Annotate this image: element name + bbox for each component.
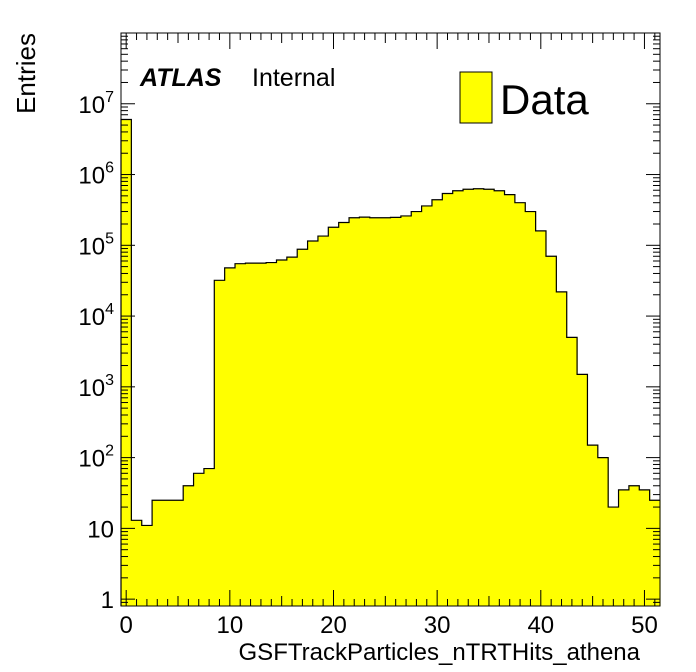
x-axis-ticks: 0 10 20 30 40 50	[120, 33, 658, 639]
histogram-bar	[214, 280, 226, 606]
histogram-bar	[266, 262, 278, 606]
histogram-bar	[338, 222, 350, 606]
histogram-bar	[369, 217, 381, 606]
y-tick-label: 10	[87, 516, 114, 543]
histogram-bar	[349, 217, 361, 606]
histogram-bar	[297, 249, 309, 606]
x-tick-label: 40	[527, 612, 554, 639]
x-tick-label: 20	[320, 612, 347, 639]
y-axis-label: Entries	[11, 33, 41, 114]
histogram-bar	[463, 189, 475, 606]
histogram-outline	[120, 118, 660, 606]
histogram-bar	[442, 193, 454, 606]
histogram-bar	[359, 217, 371, 606]
y-tick-label: 107	[78, 89, 114, 119]
histogram-bar	[504, 194, 516, 606]
histogram-bar	[317, 236, 329, 607]
histogram-bar	[400, 215, 412, 606]
histogram-bar	[276, 259, 288, 606]
legend-label: Data	[500, 76, 589, 123]
histogram-bar	[411, 211, 423, 606]
x-tick-label: 10	[216, 612, 243, 639]
histogram-bar	[494, 190, 506, 606]
atlas-label-internal: Internal	[252, 64, 335, 92]
histogram-bar	[286, 257, 298, 606]
histogram-bar	[577, 374, 589, 606]
histogram-bar	[566, 337, 578, 606]
y-axis-ticks: 1 10 102 103 104 105 106 107	[78, 35, 660, 614]
histogram-bar	[545, 256, 557, 606]
histogram-bar	[203, 468, 215, 606]
histogram-bar	[162, 500, 174, 606]
histogram-bar	[193, 473, 205, 606]
histogram-bar	[514, 202, 526, 607]
histogram-bar	[245, 263, 257, 606]
x-tick-label: 50	[631, 612, 658, 639]
histogram-bar	[628, 485, 640, 606]
histogram-bar	[131, 520, 143, 606]
histogram-bar	[224, 267, 236, 606]
histogram-bar	[597, 457, 609, 606]
histogram-bar	[152, 500, 164, 606]
histogram-bar	[618, 489, 630, 606]
histogram-bar	[141, 525, 153, 606]
x-axis-label: GSFTrackParticles_nTRTHits_athena	[239, 639, 641, 666]
histogram-bar	[431, 199, 443, 606]
histogram-bar	[390, 217, 402, 606]
histogram-bar	[121, 119, 132, 606]
legend-swatch	[459, 71, 493, 124]
histogram-bar	[183, 485, 195, 606]
histogram-bar	[380, 217, 392, 606]
legend: Data	[459, 71, 589, 124]
y-tick-label: 105	[78, 230, 114, 260]
histogram-bar	[172, 500, 184, 606]
atlas-label-bold: ATLAS	[139, 64, 222, 92]
histogram-bar	[473, 188, 485, 606]
x-tick-label: 0	[120, 612, 133, 639]
histogram-bar	[452, 190, 464, 606]
histogram-bar	[639, 489, 651, 606]
histogram-bar	[483, 189, 495, 606]
y-tick-label: 106	[78, 160, 114, 190]
y-tick-label: 103	[78, 372, 114, 402]
x-tick-label: 30	[424, 612, 451, 639]
histogram-bar	[587, 445, 599, 606]
histogram-bar	[535, 230, 547, 607]
y-tick-label: 104	[78, 301, 114, 331]
y-tick-label: 102	[78, 443, 114, 473]
histogram-bar	[255, 263, 267, 606]
histogram-bar	[525, 211, 537, 606]
histogram-bar	[421, 205, 433, 606]
histogram-bar	[328, 227, 340, 606]
histogram-bar	[307, 241, 319, 607]
histogram-bar	[608, 507, 620, 606]
histogram-bar	[235, 263, 246, 606]
histogram-bar	[556, 291, 568, 606]
histogram-bars	[120, 118, 661, 607]
y-tick-label: 1	[101, 587, 114, 614]
histogram-bar	[649, 500, 661, 606]
